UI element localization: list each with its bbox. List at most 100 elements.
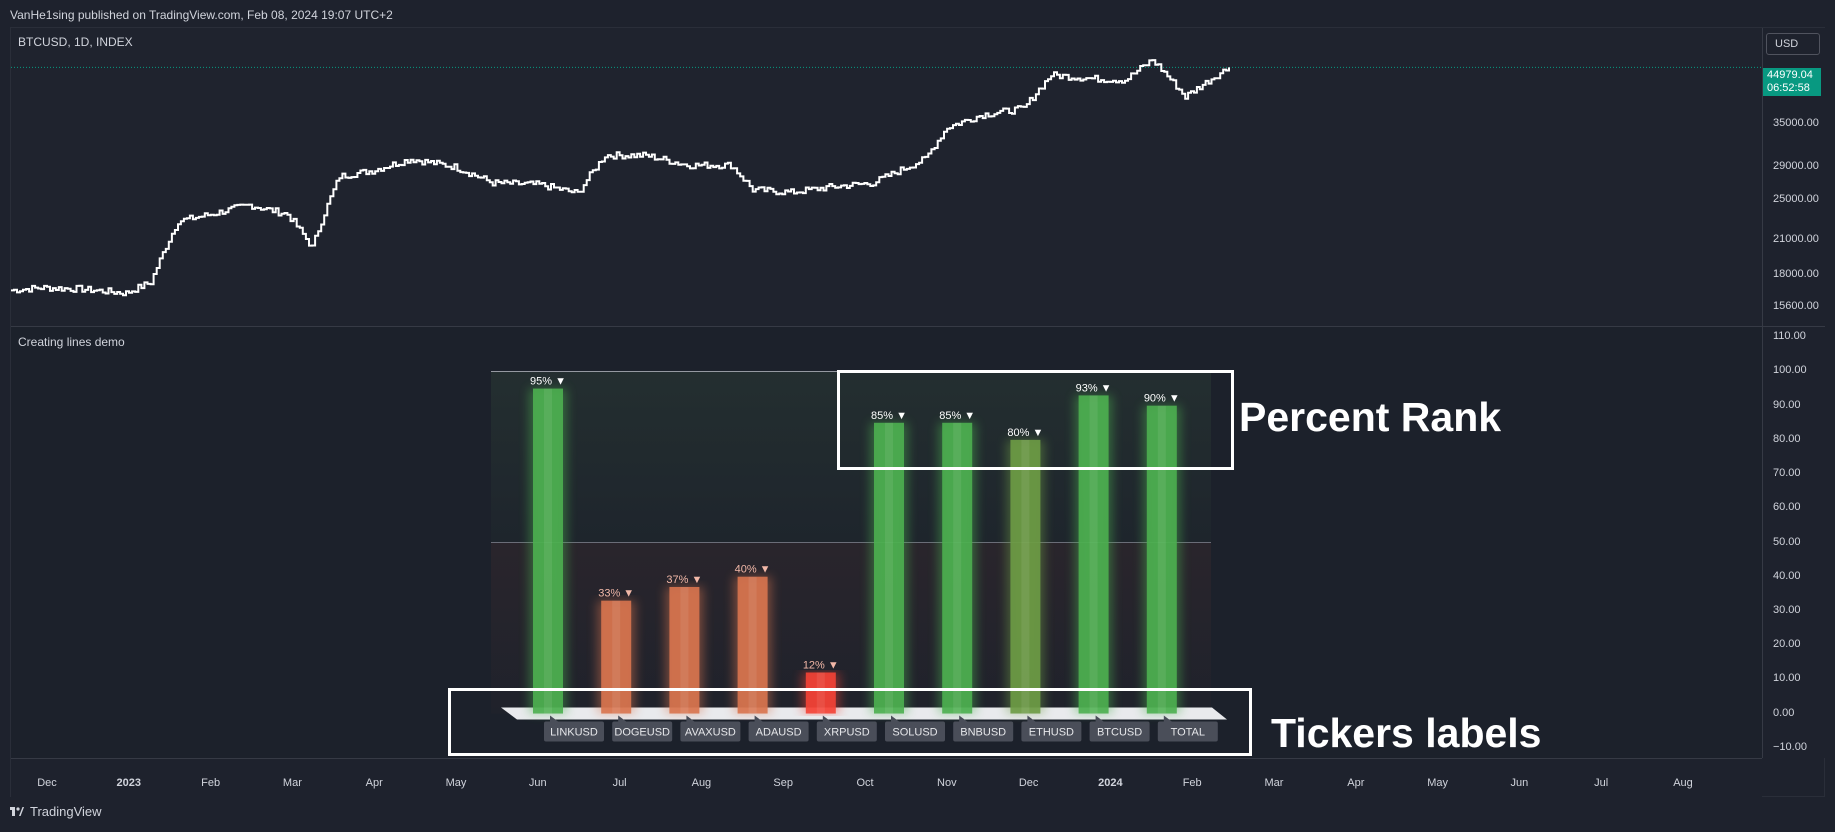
percent-rank-annotation: Percent Rank — [1239, 394, 1502, 440]
ticker-label-bg — [748, 721, 809, 742]
ticker-label: AVAXUSD — [685, 727, 736, 739]
ticker-label: ETHUSD — [1029, 727, 1074, 739]
bar-value-label: 37% ▼ — [666, 574, 702, 586]
bar — [1010, 439, 1041, 714]
bar-highlight — [680, 586, 689, 714]
bar-highlight — [953, 422, 962, 714]
ticker-label-bg — [816, 721, 877, 742]
brand-name: TradingView — [30, 804, 102, 819]
ticker-label-bg — [1021, 721, 1082, 742]
time-axis-label: Aug — [1673, 777, 1693, 789]
time-axis-label: Sep — [773, 777, 793, 789]
ticker-label-pointer — [891, 715, 899, 722]
indicator-axis-tick: 20.00 — [1773, 638, 1801, 651]
ticker-label: LINKUSD — [550, 727, 598, 739]
ticker-label-pointer — [754, 715, 763, 722]
bar-highlight — [1021, 439, 1030, 714]
time-axis-label: 2023 — [116, 777, 142, 789]
time-axis-label: Apr — [365, 777, 383, 789]
time-axis-label: Aug — [691, 777, 712, 789]
bar-value-label: 40% ▼ — [735, 564, 771, 576]
time-axis-label: Jul — [1594, 777, 1609, 789]
percent-rank-chart: 95% ▼ LINKUSD 33% ▼ DOGEUSD 37% ▼ AVAXUSD 40% … — [491, 370, 1227, 742]
price-axis-tick: 35000.00 — [1773, 117, 1819, 130]
indicator-axis-tick: 70.00 — [1773, 467, 1801, 480]
bar — [805, 672, 836, 714]
indicator-axis-tick: 100.00 — [1773, 364, 1807, 377]
bar — [669, 586, 700, 714]
symbol-label[interactable]: BTCUSD, 1D, INDEX — [18, 35, 133, 49]
indicator-pane[interactable]: 95% ▼ LINKUSD 33% ▼ DOGEUSD 37% ▼ AVAXUSD 40% … — [11, 327, 1762, 758]
ticker-label-bg — [544, 721, 604, 742]
ticker-label: BTCUSD — [1097, 727, 1142, 739]
indicator-axis[interactable]: 110.00 100.00 90.00 80.00 70.00 60.00 50.00 40.… — [1762, 327, 1826, 758]
price-axis-tick: 21000.00 — [1773, 232, 1819, 245]
bar-value-label: 93% ▼ — [1076, 382, 1112, 394]
bar-highlight — [612, 600, 621, 714]
bar-value-label: 85% ▼ — [939, 410, 975, 422]
price-axis-tick: 18000.00 — [1773, 267, 1819, 280]
bar-value-label: 33% ▼ — [598, 588, 634, 600]
time-axis-label: Apr — [1347, 777, 1365, 789]
indicator-axis-tick: 110.00 — [1773, 330, 1806, 343]
time-axis-label: May — [1427, 777, 1448, 789]
price-pane[interactable]: BTCUSD, 1D, INDEX — [11, 28, 1762, 326]
ticker-label-bg — [612, 721, 673, 742]
ticker-label: SOLUSD — [892, 727, 937, 739]
ticker-label-pointer — [550, 715, 558, 722]
indicator-axis-tick: 90.00 — [1773, 398, 1801, 411]
indicator-axis-tick: 50.00 — [1773, 535, 1801, 548]
indicator-axis-tick: 10.00 — [1773, 672, 1801, 685]
time-axis-label: Dec — [1018, 777, 1039, 789]
time-axis-label: 2024 — [1098, 777, 1123, 789]
bar-highlight — [885, 422, 893, 714]
price-axis-tick: 29000.00 — [1773, 159, 1819, 172]
time-axis-label: May — [445, 777, 467, 789]
time-axis[interactable]: Dec 2023 Feb Mar Apr May Jun Jul Aug Sep Oct Nov Dec… — [11, 758, 1762, 797]
ticker-label-bg — [1157, 721, 1218, 742]
ticker-label-pointer — [686, 715, 695, 722]
bar — [874, 422, 904, 714]
time-axis-label: Dec — [37, 777, 57, 789]
indicator-axis-tick: 30.00 — [1773, 603, 1801, 616]
bar — [533, 388, 563, 714]
last-price: 44979.04 — [1767, 69, 1813, 81]
ticker-label: TOTAL — [1171, 727, 1205, 739]
ticker-label-bg — [885, 721, 945, 742]
indicator-name[interactable]: Creating lines demo — [18, 335, 125, 349]
ticker-label: XRPUSD — [824, 727, 870, 739]
pane-separator[interactable] — [11, 326, 1825, 327]
bar-highlight — [816, 672, 825, 714]
indicator-axis-tick: 80.00 — [1773, 432, 1801, 445]
ticker-label-bg — [680, 721, 741, 742]
bar — [1146, 405, 1177, 714]
bar-highlight — [1089, 395, 1098, 714]
price-chart — [11, 59, 1762, 297]
publish-header: VanHe1sing published on TradingView.com,… — [0, 0, 1835, 27]
indicator-axis-tick: 0.00 — [1773, 706, 1795, 719]
ticker-label-pointer — [1027, 715, 1036, 722]
time-axis-label: Jun — [1510, 777, 1529, 789]
currency-button[interactable]: USD — [1766, 33, 1820, 55]
bar — [942, 422, 973, 714]
ticker-label-pointer — [1163, 715, 1172, 722]
indicator-axis-tick: 40.00 — [1773, 569, 1801, 582]
bar-value-label: 90% ▼ — [1144, 393, 1180, 405]
ticker-label-pointer — [822, 715, 831, 722]
tickers-labels-highlight-box — [448, 688, 1252, 756]
tradingview-logo-icon — [10, 806, 24, 816]
ticker-label-bg — [1089, 721, 1150, 742]
time-axis-label: Mar — [282, 777, 302, 789]
bar-highlight — [1157, 405, 1166, 714]
ticker-label: BNBUSD — [960, 727, 1006, 739]
footer[interactable]: TradingView — [10, 804, 102, 819]
tickers-labels-annotation: Tickers labels — [1271, 710, 1542, 756]
ticker-label-pointer — [1095, 715, 1104, 722]
price-axis-tick: 25000.00 — [1773, 193, 1819, 206]
indicator-axis-tick: 60.00 — [1773, 501, 1801, 514]
time-axis-label: Feb — [1182, 777, 1202, 789]
bar — [1078, 395, 1109, 714]
time-axis-label: Mar — [1264, 777, 1284, 789]
bar-value-label: 85% ▼ — [871, 410, 907, 422]
time-axis-label: Feb — [201, 777, 221, 789]
